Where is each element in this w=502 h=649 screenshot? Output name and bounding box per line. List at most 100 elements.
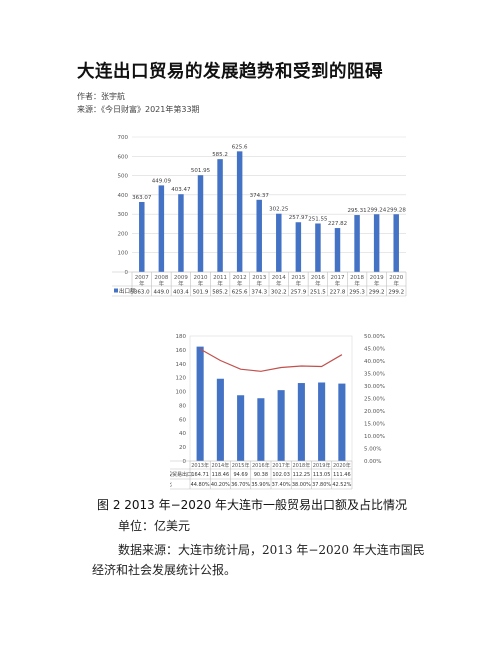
table-value: 38.00%: [292, 482, 311, 488]
bar: [318, 382, 326, 461]
x-tick-label: 2014年: [212, 462, 230, 469]
y-left-tick-label: 20: [179, 445, 186, 451]
data-label: 625.6: [232, 144, 248, 150]
data-label: 251.55: [308, 216, 328, 222]
figure-unit: 单位：亿美元: [118, 519, 191, 533]
table-value: 257.9: [290, 290, 306, 296]
data-label: 374.37: [250, 193, 270, 199]
x-tick-label-suffix: 年: [315, 280, 321, 288]
table-value: 251.5: [310, 290, 326, 296]
y-right-tick-label: 40.00%: [364, 359, 385, 365]
x-tick-label-suffix: 年: [217, 280, 223, 288]
x-tick-label: 2012: [233, 275, 247, 281]
table-value: 37.80%: [312, 482, 331, 488]
x-tick-label-suffix: 年: [374, 280, 380, 288]
table-value: 90.38: [254, 472, 268, 478]
legend-label: 出口额: [119, 287, 136, 295]
bar: [237, 395, 245, 461]
figure-source-line-1: 数据来源：大连市统计局，2013 年−2020 年大连市国民: [118, 543, 425, 557]
x-tick-label: 2008: [154, 275, 168, 281]
article-title: 大连出口贸易的发展趋势和受到的阻碍: [77, 62, 383, 82]
x-tick-label-suffix: 年: [237, 280, 243, 288]
data-label: 295.31: [347, 208, 366, 214]
x-tick-label-suffix: 年: [139, 280, 145, 288]
bar: [315, 223, 321, 272]
table-value: 37.40%: [272, 482, 291, 488]
share-line: [199, 348, 343, 372]
bar: [276, 213, 282, 272]
table-value: 625.6: [232, 290, 248, 296]
data-label: 363.07: [132, 195, 152, 201]
x-tick-label-suffix: 年: [198, 280, 204, 288]
x-tick-label-suffix: 年: [256, 280, 262, 288]
x-tick-label: 2010: [194, 275, 208, 281]
bar: [354, 215, 360, 272]
bar: [297, 383, 305, 461]
x-tick-label-suffix: 年: [296, 280, 302, 288]
y-tick-label: 500: [118, 174, 129, 180]
export-bar-chart: 0 100 200 300 400 500 600 700 363.07 449.09 403.47…: [112, 126, 412, 310]
bar: [295, 222, 302, 272]
table-value: 299.2: [388, 290, 404, 296]
table-value: 449.0: [153, 290, 169, 296]
y-right-tick-label: 30.00%: [364, 384, 385, 390]
bar: [334, 228, 341, 272]
bar: [197, 175, 204, 272]
x-tick-label-suffix: 年: [393, 280, 399, 288]
article-source: 来源：《今日财富》2021年第33期: [77, 105, 200, 114]
data-label: 403.47: [171, 187, 191, 193]
table-value: 40.20%: [211, 482, 230, 488]
table-value: 35.90%: [251, 482, 270, 488]
y-tick-label: 400: [118, 193, 129, 199]
x-tick-label-suffix: 年: [159, 280, 165, 288]
article-author: 作者：张宇航: [77, 92, 125, 101]
bar: [139, 201, 145, 272]
x-tick-label: 2014: [272, 275, 286, 281]
y-left-tick-label: 160: [176, 348, 187, 354]
x-tick-label: 2009: [174, 275, 188, 281]
bar: [256, 199, 262, 272]
data-label: 585.2: [212, 152, 228, 158]
x-tick-label-suffix: 年: [335, 280, 341, 288]
table-value: 44.80%: [191, 482, 210, 488]
legend-label: 一般贸易出口: [170, 471, 192, 478]
y-tick-label: 600: [118, 154, 129, 160]
data-label: 449.09: [152, 178, 172, 184]
table-value: 295.3: [349, 290, 365, 296]
bar: [277, 390, 285, 461]
legend-label: 占比: [170, 481, 172, 488]
x-tick-label: 2015年: [232, 462, 250, 469]
x-tick-label: 2020年: [333, 462, 351, 469]
x-tick-label: 2017: [331, 275, 345, 281]
y-right-tick-label: 0.00%: [364, 459, 381, 465]
y-right-tick-label: 10.00%: [364, 434, 385, 440]
table-value: 113.05: [313, 472, 331, 478]
figure-source-line-2: 经济和社会发展统计公报。: [92, 563, 237, 577]
y-right-tick-label: 50.00%: [364, 334, 385, 340]
x-tick-label: 2013: [252, 275, 266, 281]
y-left-tick-label: 40: [179, 431, 186, 437]
x-tick-label: 2018: [350, 275, 364, 281]
table-value: 94.69: [233, 472, 247, 478]
x-tick-label: 2007: [135, 275, 149, 281]
bar: [373, 214, 380, 272]
x-tick-label: 2019年: [313, 462, 331, 469]
bar: [178, 194, 184, 272]
y-right-tick-label: 15.00%: [364, 422, 385, 428]
y-left-tick-label: 100: [176, 390, 187, 396]
x-tick-label: 2020: [389, 275, 403, 281]
data-label: 299.24: [367, 207, 387, 213]
table-value: 501.9: [193, 290, 209, 296]
table-value: 227.8: [330, 290, 346, 296]
y-right-tick-label: 25.00%: [364, 397, 385, 403]
bar: [158, 185, 165, 272]
y-left-tick-label: 180: [176, 334, 187, 340]
table-value: 42.52%: [332, 482, 351, 488]
y-tick-label: 100: [118, 251, 129, 257]
bar: [338, 383, 346, 461]
x-tick-label: 2017年: [272, 462, 290, 469]
data-label: 299.28: [387, 207, 407, 213]
data-label: 302.25: [269, 207, 289, 213]
x-tick-label-suffix: 年: [276, 280, 282, 288]
y-left-tick-label: 140: [176, 362, 187, 368]
